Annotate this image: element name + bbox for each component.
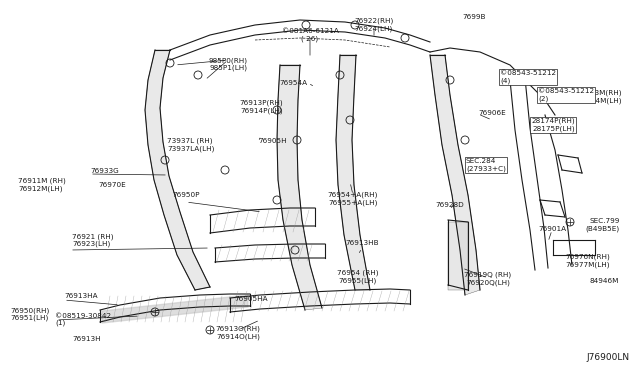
Text: 76921 (RH)
76923(LH): 76921 (RH) 76923(LH) <box>72 233 113 247</box>
Text: 76954+A(RH)
76955+A(LH): 76954+A(RH) 76955+A(LH) <box>328 192 378 206</box>
Polygon shape <box>145 50 210 290</box>
Text: SEC.284
(27933+C): SEC.284 (27933+C) <box>466 158 506 171</box>
Text: 76901A: 76901A <box>538 226 566 232</box>
Polygon shape <box>277 65 322 310</box>
Text: 76954 (RH)
76955(LH): 76954 (RH) 76955(LH) <box>337 270 379 284</box>
Text: ©08519-30842
(1): ©08519-30842 (1) <box>55 313 111 327</box>
Text: 76933M(RH)
76934M(LH): 76933M(RH) 76934M(LH) <box>577 90 622 104</box>
Text: 76905H: 76905H <box>258 138 287 144</box>
Bar <box>448 222 468 290</box>
Polygon shape <box>102 295 248 323</box>
Text: 76976N(RH)
76977M(LH): 76976N(RH) 76977M(LH) <box>565 254 610 268</box>
Text: 76928D: 76928D <box>436 202 465 208</box>
Text: 76919Q (RH)
76920Q(LH): 76919Q (RH) 76920Q(LH) <box>465 272 511 286</box>
Text: 76913P(RH)
76914P(LH): 76913P(RH) 76914P(LH) <box>239 100 283 114</box>
Polygon shape <box>336 55 370 290</box>
Text: 84946M: 84946M <box>590 278 620 284</box>
Text: ©08543-51212
(4): ©08543-51212 (4) <box>500 70 556 83</box>
Polygon shape <box>430 55 480 295</box>
Text: 7699B: 7699B <box>462 14 486 20</box>
Text: 985P0(RH)
985P1(LH): 985P0(RH) 985P1(LH) <box>209 57 248 71</box>
Text: 76950P: 76950P <box>172 192 200 198</box>
Text: 76970E: 76970E <box>98 182 125 188</box>
Text: 76906E: 76906E <box>478 110 506 116</box>
Text: ©08543-51212
(2): ©08543-51212 (2) <box>538 88 594 102</box>
Text: J76900LN: J76900LN <box>587 353 630 362</box>
Text: 76922(RH)
76924(LH): 76922(RH) 76924(LH) <box>355 18 394 32</box>
Text: ©081A6-6121A
( 26): ©081A6-6121A ( 26) <box>282 28 339 42</box>
Text: 76911M (RH)
76912M(LH): 76911M (RH) 76912M(LH) <box>18 178 66 192</box>
Text: 76913HA: 76913HA <box>64 293 98 299</box>
Text: 76954A: 76954A <box>280 80 308 86</box>
Text: 76913H: 76913H <box>72 336 100 342</box>
Text: SEC.799
(B49B5E): SEC.799 (B49B5E) <box>586 218 620 231</box>
Text: 76905HA: 76905HA <box>234 296 268 302</box>
Text: 76933G: 76933G <box>90 168 119 174</box>
Text: 28174P(RH)
28175P(LH): 28174P(RH) 28175P(LH) <box>531 118 575 132</box>
Text: 76913O(RH)
76914O(LH): 76913O(RH) 76914O(LH) <box>216 326 260 340</box>
Text: 76950(RH)
76951(LH): 76950(RH) 76951(LH) <box>10 307 49 321</box>
Text: 73937L (RH)
73937LA(LH): 73937L (RH) 73937LA(LH) <box>167 138 214 152</box>
Text: 76913HB: 76913HB <box>345 240 379 246</box>
